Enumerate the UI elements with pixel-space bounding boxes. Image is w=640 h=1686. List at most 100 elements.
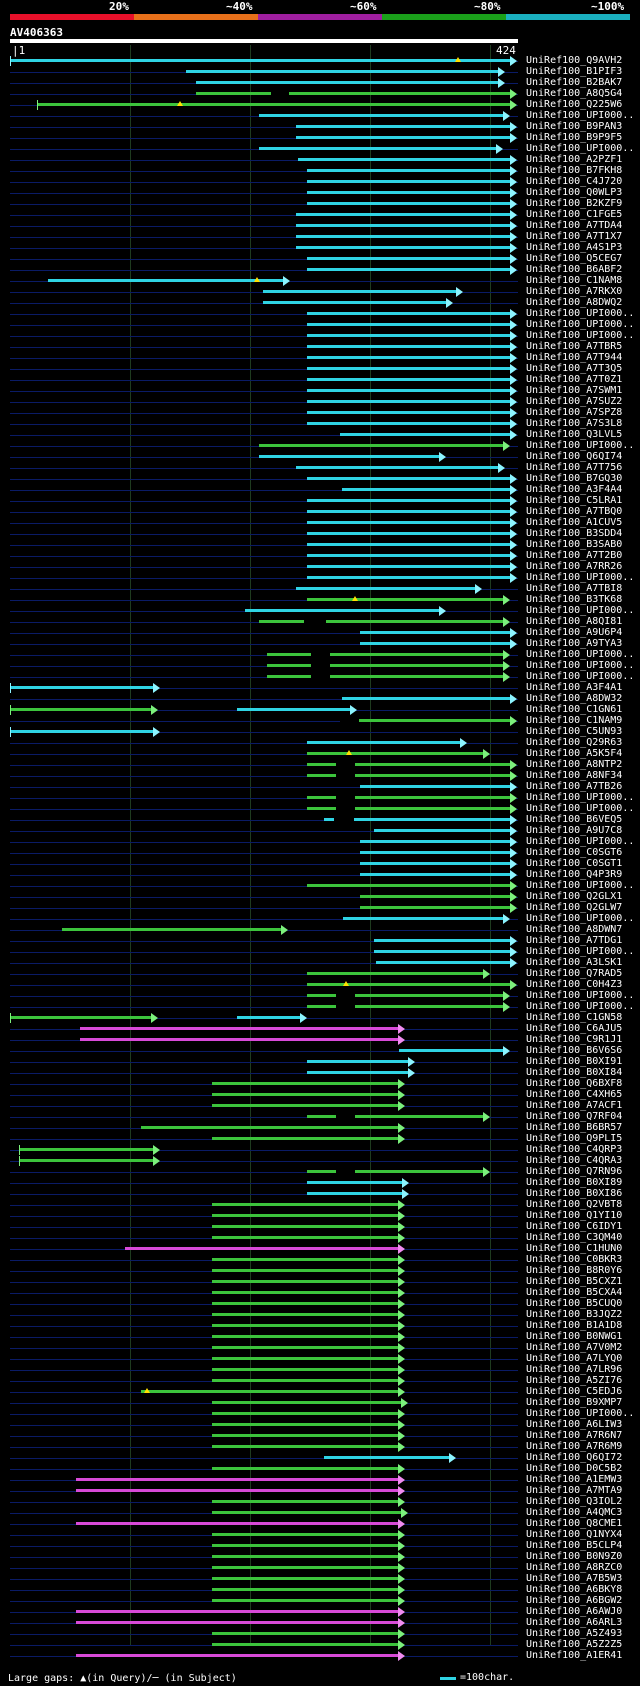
- hit-link[interactable]: UniRef100_A7T0Z1: [526, 374, 623, 385]
- hit-link[interactable]: UniRef100_C1NAM8: [526, 275, 623, 286]
- hit-link[interactable]: UniRef100_A7T756: [526, 462, 623, 473]
- hit-link[interactable]: UniRef100_Q9AVH2: [526, 55, 623, 66]
- hit-link[interactable]: UniRef100_B0XI86: [526, 1188, 623, 1199]
- hit-link[interactable]: UniRef100_B2KZF9: [526, 198, 623, 209]
- hit-link[interactable]: UniRef100_Q2VBT8: [526, 1199, 623, 1210]
- hit-link[interactable]: UniRef100_B3TK68: [526, 594, 623, 605]
- hit-link[interactable]: UniRef100_UPI000..: [526, 330, 635, 341]
- hit-link[interactable]: UniRef100_UPI000..: [526, 792, 635, 803]
- hit-link[interactable]: UniRef100_A3LSK1: [526, 957, 623, 968]
- hit-link[interactable]: UniRef100_B2BAK7: [526, 77, 623, 88]
- hit-link[interactable]: UniRef100_B6BR57: [526, 1122, 623, 1133]
- hit-link[interactable]: UniRef100_UPI000..: [526, 660, 635, 671]
- hit-link[interactable]: UniRef100_D0C5B2: [526, 1463, 623, 1474]
- hit-link[interactable]: UniRef100_UPI000..: [526, 605, 635, 616]
- hit-link[interactable]: UniRef100_A9U6P4: [526, 627, 623, 638]
- hit-link[interactable]: UniRef100_A8RZC0: [526, 1562, 623, 1573]
- hit-link[interactable]: UniRef100_A7T2B0: [526, 550, 623, 561]
- hit-link[interactable]: UniRef100_Q2GLX1: [526, 891, 623, 902]
- hit-link[interactable]: UniRef100_C4J720: [526, 176, 623, 187]
- hit-link[interactable]: UniRef100_C4QRA3: [526, 1155, 623, 1166]
- hit-link[interactable]: UniRef100_A7SUZ2: [526, 396, 623, 407]
- hit-link[interactable]: UniRef100_C6AJU5: [526, 1023, 623, 1034]
- hit-link[interactable]: UniRef100_A2PZF1: [526, 154, 623, 165]
- hit-link[interactable]: UniRef100_C1GN61: [526, 704, 623, 715]
- hit-link[interactable]: UniRef100_Q3LVL5: [526, 429, 623, 440]
- hit-link[interactable]: UniRef100_B6ABF2: [526, 264, 623, 275]
- hit-link[interactable]: UniRef100_A8DWQ2: [526, 297, 623, 308]
- hit-link[interactable]: UniRef100_UPI000..: [526, 990, 635, 1001]
- hit-link[interactable]: UniRef100_B7GQ30: [526, 473, 623, 484]
- hit-link[interactable]: UniRef100_Q2GLW7: [526, 902, 623, 913]
- hit-link[interactable]: UniRef100_A7B5W3: [526, 1573, 623, 1584]
- hit-link[interactable]: UniRef100_C4QRP3: [526, 1144, 623, 1155]
- hit-link[interactable]: UniRef100_B5CUQ0: [526, 1298, 623, 1309]
- hit-link[interactable]: UniRef100_Q7RAD5: [526, 968, 623, 979]
- hit-link[interactable]: UniRef100_B9XMP7: [526, 1397, 623, 1408]
- hit-link[interactable]: UniRef100_A7V0M2: [526, 1342, 623, 1353]
- hit-link[interactable]: UniRef100_Q9PLI5: [526, 1133, 623, 1144]
- hit-link[interactable]: UniRef100_A6AWJ0: [526, 1606, 623, 1617]
- hit-link[interactable]: UniRef100_Q8CME1: [526, 1518, 623, 1529]
- hit-link[interactable]: UniRef100_B0XI91: [526, 1056, 623, 1067]
- hit-link[interactable]: UniRef100_C1HUN0: [526, 1243, 623, 1254]
- hit-link[interactable]: UniRef100_C1FGE5: [526, 209, 623, 220]
- hit-link[interactable]: UniRef100_UPI000..: [526, 836, 635, 847]
- hit-link[interactable]: UniRef100_B9PAN3: [526, 121, 623, 132]
- hit-link[interactable]: UniRef100_A7T944: [526, 352, 623, 363]
- hit-link[interactable]: UniRef100_A5ZI76: [526, 1375, 623, 1386]
- hit-link[interactable]: UniRef100_C5LRA1: [526, 495, 623, 506]
- hit-link[interactable]: UniRef100_Q6QI72: [526, 1452, 623, 1463]
- hit-link[interactable]: UniRef100_Q7RN96: [526, 1166, 623, 1177]
- hit-link[interactable]: UniRef100_Q3IOL2: [526, 1496, 623, 1507]
- hit-link[interactable]: UniRef100_UPI000..: [526, 880, 635, 891]
- hit-link[interactable]: UniRef100_B1PIF3: [526, 66, 623, 77]
- hit-link[interactable]: UniRef100_B0XI84: [526, 1067, 623, 1078]
- hit-link[interactable]: UniRef100_A7R6N7: [526, 1430, 623, 1441]
- hit-link[interactable]: UniRef100_UPI000..: [526, 649, 635, 660]
- hit-link[interactable]: UniRef100_Q1YI10: [526, 1210, 623, 1221]
- hit-link[interactable]: UniRef100_B3JQZ2: [526, 1309, 623, 1320]
- hit-link[interactable]: UniRef100_A9U7C8: [526, 825, 623, 836]
- hit-link[interactable]: UniRef100_A7T3Q5: [526, 363, 623, 374]
- hit-link[interactable]: UniRef100_UPI000..: [526, 946, 635, 957]
- hit-link[interactable]: UniRef100_UPI000..: [526, 308, 635, 319]
- hit-link[interactable]: UniRef100_C6IDY1: [526, 1221, 623, 1232]
- hit-link[interactable]: UniRef100_B0NWG1: [526, 1331, 623, 1342]
- hit-link[interactable]: UniRef100_A7LR96: [526, 1364, 623, 1375]
- hit-link[interactable]: UniRef100_C5UN93: [526, 726, 623, 737]
- hit-link[interactable]: UniRef100_A8NF34: [526, 770, 623, 781]
- hit-link[interactable]: UniRef100_A8DW32: [526, 693, 623, 704]
- hit-link[interactable]: UniRef100_UPI000..: [526, 803, 635, 814]
- hit-link[interactable]: UniRef100_A7S3L8: [526, 418, 623, 429]
- hit-link[interactable]: UniRef100_UPI000..: [526, 110, 635, 121]
- hit-link[interactable]: UniRef100_B3SDD4: [526, 528, 623, 539]
- hit-link[interactable]: UniRef100_A7TB26: [526, 781, 623, 792]
- hit-link[interactable]: UniRef100_B3SAB0: [526, 539, 623, 550]
- hit-link[interactable]: UniRef100_UPI000..: [526, 671, 635, 682]
- hit-link[interactable]: UniRef100_A6ARL3: [526, 1617, 623, 1628]
- hit-link[interactable]: UniRef100_C0SGT1: [526, 858, 623, 869]
- hit-link[interactable]: UniRef100_A4QMC3: [526, 1507, 623, 1518]
- hit-link[interactable]: UniRef100_A8DWN7: [526, 924, 623, 935]
- hit-link[interactable]: UniRef100_A5Z493: [526, 1628, 623, 1639]
- hit-link[interactable]: UniRef100_UPI000..: [526, 143, 635, 154]
- hit-link[interactable]: UniRef100_UPI000..: [526, 319, 635, 330]
- hit-link[interactable]: UniRef100_A7RKX0: [526, 286, 623, 297]
- hit-link[interactable]: UniRef100_B7FKH8: [526, 165, 623, 176]
- hit-link[interactable]: UniRef100_B6VEQ5: [526, 814, 623, 825]
- hit-link[interactable]: UniRef100_A7TBQ0: [526, 506, 623, 517]
- hit-link[interactable]: UniRef100_B5CXZ1: [526, 1276, 623, 1287]
- hit-link[interactable]: UniRef100_C1GN58: [526, 1012, 623, 1023]
- hit-link[interactable]: UniRef100_C5EDJ6: [526, 1386, 623, 1397]
- hit-link[interactable]: UniRef100_A3F4A4: [526, 484, 623, 495]
- hit-link[interactable]: UniRef100_UPI000..: [526, 440, 635, 451]
- hit-link[interactable]: UniRef100_UPI000..: [526, 1408, 635, 1419]
- hit-link[interactable]: UniRef100_C0BKR3: [526, 1254, 623, 1265]
- hit-link[interactable]: UniRef100_B1A1D8: [526, 1320, 623, 1331]
- hit-link[interactable]: UniRef100_A7SWM1: [526, 385, 623, 396]
- hit-link[interactable]: UniRef100_Q1NYX4: [526, 1529, 623, 1540]
- hit-link[interactable]: UniRef100_C3QM40: [526, 1232, 623, 1243]
- hit-link[interactable]: UniRef100_A1ER41: [526, 1650, 623, 1661]
- hit-link[interactable]: UniRef100_UPI000..: [526, 1001, 635, 1012]
